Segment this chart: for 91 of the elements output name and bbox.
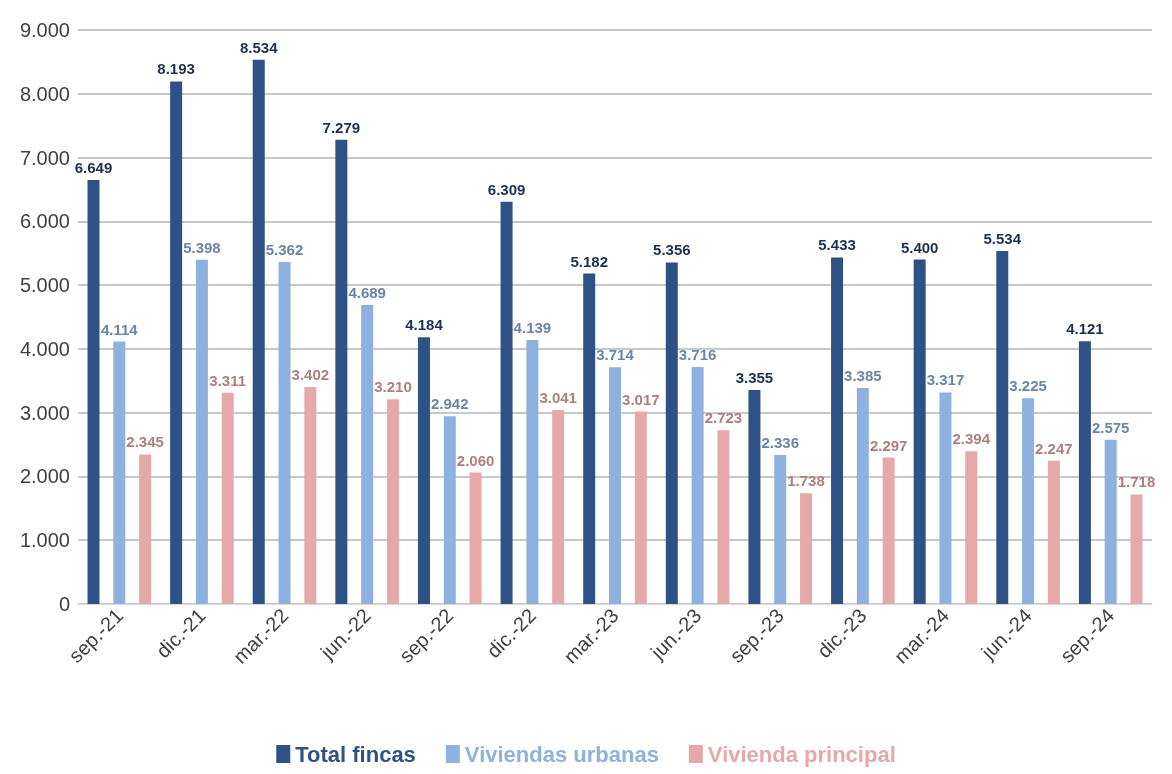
data-label: 2.297 bbox=[869, 436, 908, 454]
bar bbox=[1022, 398, 1035, 604]
data-label: 5.398 bbox=[183, 238, 221, 256]
bar bbox=[800, 493, 813, 604]
y-tick-label: 8.000 bbox=[19, 82, 70, 105]
data-label: 3.355 bbox=[735, 369, 774, 387]
bar bbox=[609, 367, 621, 604]
bar bbox=[583, 273, 596, 604]
bar bbox=[469, 472, 482, 604]
bar bbox=[965, 451, 978, 604]
bar bbox=[335, 139, 348, 604]
data-label: 4.121 bbox=[1066, 320, 1104, 338]
data-label: 4.184 bbox=[405, 316, 444, 334]
data-label: 3.017 bbox=[622, 390, 660, 408]
data-label: 3.385 bbox=[844, 367, 882, 385]
bar bbox=[856, 388, 869, 604]
y-tick-label: 1.000 bbox=[19, 529, 70, 552]
y-tick-label: 3.000 bbox=[19, 401, 70, 424]
bar bbox=[1047, 460, 1060, 604]
y-tick-label: 0 bbox=[58, 593, 70, 615]
data-label: 6.309 bbox=[487, 180, 526, 198]
bar bbox=[304, 387, 317, 604]
legend-label: Viviendas urbanas bbox=[464, 741, 659, 767]
bar bbox=[552, 410, 565, 604]
bar bbox=[278, 262, 291, 604]
bar bbox=[831, 257, 844, 604]
data-label: 3.311 bbox=[209, 371, 247, 389]
data-label: 5.433 bbox=[818, 236, 856, 254]
bar bbox=[634, 411, 647, 604]
data-label: 2.247 bbox=[1035, 439, 1073, 457]
data-label: 2.394 bbox=[952, 430, 991, 448]
bar bbox=[665, 262, 678, 604]
legend-label: Vivienda principal bbox=[707, 741, 896, 767]
data-label: 3.402 bbox=[291, 366, 330, 384]
data-label: 1.718 bbox=[1117, 473, 1156, 491]
bar bbox=[748, 390, 761, 604]
bar bbox=[221, 392, 234, 604]
y-tick-label: 9.000 bbox=[19, 19, 70, 41]
legend-label: Total fincas bbox=[295, 741, 416, 767]
data-label: 2.723 bbox=[704, 409, 743, 427]
bar bbox=[691, 367, 704, 604]
data-label: 2.345 bbox=[126, 433, 164, 451]
data-label: 3.714 bbox=[596, 346, 635, 364]
y-tick-label: 2.000 bbox=[19, 465, 70, 488]
data-label: 3.716 bbox=[678, 346, 717, 363]
bar bbox=[774, 455, 787, 604]
data-label: 5.400 bbox=[900, 238, 939, 256]
bar bbox=[913, 259, 926, 604]
data-label: 2.942 bbox=[431, 395, 469, 413]
bar bbox=[500, 201, 513, 604]
data-label: 4.689 bbox=[348, 283, 386, 301]
data-label: 6.649 bbox=[74, 158, 113, 176]
bar bbox=[417, 337, 430, 604]
data-label: 5.182 bbox=[570, 252, 608, 270]
bar bbox=[252, 59, 265, 604]
data-label: 1.738 bbox=[787, 472, 825, 490]
data-label: 8.534 bbox=[239, 38, 279, 56]
bar bbox=[361, 304, 374, 604]
data-label: 2.336 bbox=[761, 434, 799, 452]
data-label: 5.362 bbox=[265, 241, 304, 259]
data-label: 3.225 bbox=[1009, 377, 1047, 395]
data-label: 4.139 bbox=[513, 319, 552, 337]
data-label: 5.356 bbox=[653, 241, 691, 259]
y-tick-label: 4.000 bbox=[19, 337, 70, 360]
y-tick-label: 7.000 bbox=[19, 146, 70, 169]
bar bbox=[526, 340, 539, 604]
data-label: 3.317 bbox=[926, 371, 965, 389]
data-label: 5.534 bbox=[983, 230, 1022, 248]
y-tick-label: 6.000 bbox=[19, 210, 70, 233]
data-label: 3.041 bbox=[539, 389, 577, 407]
data-label: 4.114 bbox=[100, 320, 139, 338]
bar bbox=[882, 457, 895, 604]
bar bbox=[87, 179, 100, 604]
bar bbox=[113, 341, 126, 604]
bar bbox=[170, 81, 183, 604]
data-label: 2.575 bbox=[1091, 418, 1130, 436]
bar bbox=[386, 399, 399, 604]
data-label: 2.060 bbox=[456, 451, 495, 469]
bar bbox=[1078, 341, 1091, 604]
data-label: 8.193 bbox=[157, 60, 195, 78]
bar bbox=[717, 430, 730, 604]
bar bbox=[1104, 439, 1117, 604]
bar bbox=[1130, 494, 1143, 604]
bar bbox=[139, 454, 152, 604]
bar bbox=[443, 416, 456, 604]
bar bbox=[195, 259, 208, 604]
data-label: 3.210 bbox=[374, 378, 412, 396]
y-tick-label: 5.000 bbox=[19, 274, 70, 297]
bar bbox=[996, 251, 1009, 604]
bar bbox=[939, 392, 952, 604]
data-label: 7.279 bbox=[322, 118, 361, 136]
